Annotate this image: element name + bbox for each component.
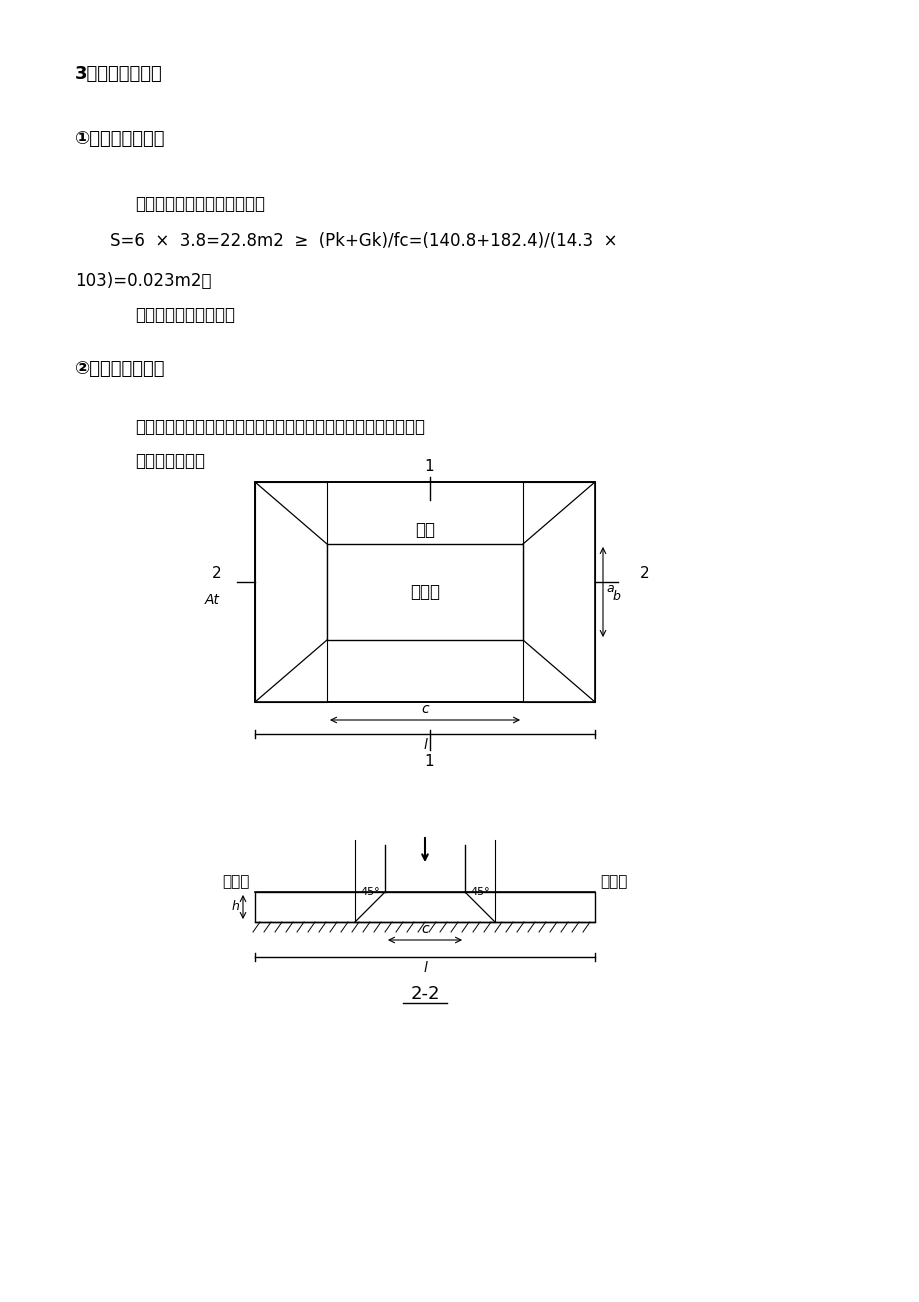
Text: 冲切面: 冲切面 [222, 874, 250, 889]
Text: 103)=0.023m2。: 103)=0.023m2。 [75, 272, 211, 290]
Text: b: b [612, 590, 620, 603]
Bar [326, 544, 522, 641]
Text: 2: 2 [640, 566, 649, 582]
Bar [255, 482, 326, 702]
Text: l: l [423, 961, 426, 975]
Bar [255, 892, 595, 922]
Text: 45°: 45° [470, 887, 489, 897]
Text: 冲切面: 冲切面 [599, 874, 627, 889]
Text: 承台底面积满足要求。: 承台底面积满足要求。 [135, 306, 234, 324]
Bar [522, 482, 595, 702]
Text: h: h [231, 901, 239, 914]
Text: l: l [423, 738, 426, 753]
Text: 1: 1 [424, 754, 433, 769]
Bar [255, 482, 595, 702]
Text: 45°: 45° [360, 887, 380, 897]
Text: 1: 1 [424, 460, 433, 474]
Text: 导轨架: 导轨架 [410, 583, 439, 602]
Bar [255, 482, 326, 702]
Bar [522, 482, 595, 702]
Text: ②承台抗冲切验算: ②承台抗冲切验算 [75, 359, 165, 378]
Text: a: a [606, 582, 613, 595]
Text: c: c [421, 922, 428, 936]
Text: c: c [421, 702, 428, 716]
Text: S=6  ×  3.8=22.8m2  ≥  (Pk+Gk)/fc=(140.8+182.4)/(14.3  ×: S=6 × 3.8=22.8m2 ≥ (Pk+Gk)/fc=(140.8+182… [110, 232, 617, 250]
Text: 基础: 基础 [414, 521, 435, 539]
Text: At: At [204, 592, 220, 607]
Text: 2-2: 2-2 [410, 986, 439, 1003]
Text: ①承台底面积验算: ①承台底面积验算 [75, 130, 165, 148]
Text: 由于导轨架直接与基础相连，故只考虑导轨架对基础的冲切作用。: 由于导轨架直接与基础相连，故只考虑导轨架对基础的冲切作用。 [135, 418, 425, 436]
Bar [255, 922, 595, 936]
Text: 计算简图如下：: 计算简图如下： [135, 452, 205, 470]
Text: 轴心受压基础基底面积应满足: 轴心受压基础基底面积应满足 [135, 195, 265, 214]
Text: 3）基础承台验算: 3）基础承台验算 [75, 65, 163, 83]
Text: 2: 2 [212, 566, 221, 582]
Bar [255, 482, 595, 702]
